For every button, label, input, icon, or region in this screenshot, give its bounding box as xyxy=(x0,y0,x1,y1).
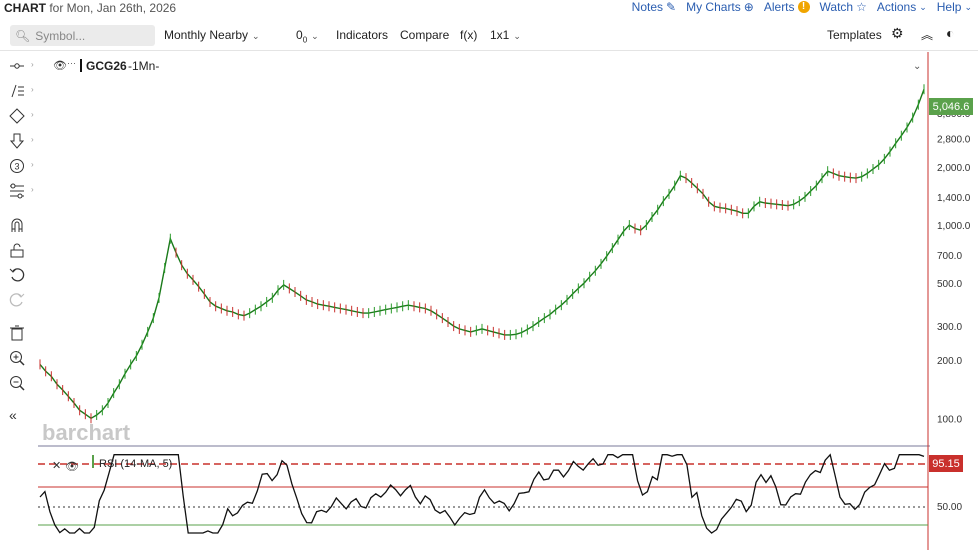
rsi-tick-label: 50.00 xyxy=(937,502,962,513)
symbol-search-input[interactable]: 🔍︎ Symbol... xyxy=(10,25,155,46)
rsi-value: 95.15 xyxy=(932,458,960,470)
settings-icon[interactable]: ⚙ xyxy=(891,25,904,41)
rsi-color-swatch xyxy=(92,455,94,468)
barchart-watermark: barchart xyxy=(42,420,131,445)
symbol-header[interactable]: 👁︎ ··· GCG26 -1Mn- xyxy=(53,58,159,73)
indicators-button[interactable]: Indicators xyxy=(336,28,389,42)
y-tick-label: 700.0 xyxy=(937,251,962,262)
rsi-value-tag xyxy=(929,455,963,472)
magnet-icon[interactable] xyxy=(9,215,31,235)
alert-badge: ! xyxy=(797,1,810,13)
last-price-value: 5,046.6 xyxy=(933,101,970,113)
zoom-out-icon[interactable] xyxy=(9,373,31,393)
watch-link[interactable]: Watch ☆ xyxy=(819,0,867,14)
plus-circle-icon: ⊕ xyxy=(743,0,754,14)
chart-toolbar: 🔍︎ Symbol... Monthly Nearby ⌄ 00 ⌄ Indicat… xyxy=(0,20,978,51)
drawing-toolbar: › › › › 3 › › « xyxy=(0,52,38,550)
y-tick-label: 200.0 xyxy=(937,356,962,367)
trendline-tool-icon[interactable]: › xyxy=(9,81,34,101)
last-price-tag xyxy=(929,98,973,115)
y-tick-label: 300.0 xyxy=(937,322,962,333)
chevron-down-icon[interactable]: ⌄ xyxy=(913,61,921,72)
chevron-down-icon: ⌄ xyxy=(252,31,260,41)
bars-select[interactable]: 00 ⌄ xyxy=(296,28,319,45)
collapse-toolbar-icon[interactable]: « xyxy=(9,407,17,423)
lock-icon[interactable] xyxy=(9,240,31,260)
chevron-down-icon: ⌄ xyxy=(919,1,927,12)
eye-icon[interactable]: 👁︎ xyxy=(53,60,67,72)
page-title: CHART for Mon, Jan 26th, 2026 xyxy=(4,1,177,15)
svg-text:3: 3 xyxy=(14,162,19,172)
symbol-label: GCG26 xyxy=(86,59,127,73)
top-bar: CHART for Mon, Jan 26th, 2026 Notes ✎ My … xyxy=(0,0,978,16)
top-links: Notes ✎ My Charts ⊕ Alerts! Watch ☆ Actions… xyxy=(632,0,972,14)
y-tick-label: 500.0 xyxy=(937,279,962,290)
zoom-in-icon[interactable] xyxy=(9,348,31,368)
rsi-series-line xyxy=(39,453,925,534)
star-icon: ☆ xyxy=(856,0,867,14)
chevron-down-icon: ⌄ xyxy=(311,31,319,41)
layout-select[interactable]: 1x1 ⌄ xyxy=(490,28,521,42)
y-tick-label: 1,400.0 xyxy=(937,193,971,204)
fibonacci-tool-icon[interactable]: › xyxy=(9,181,34,201)
dark-mode-icon[interactable]: ◐ xyxy=(946,25,955,41)
y-tick-label: 2,000.0 xyxy=(937,163,971,174)
actions-menu[interactable]: Actions ⌄ xyxy=(876,0,927,14)
notes-link[interactable]: Notes ✎ xyxy=(631,0,677,14)
chevron-down-icon: ⌄ xyxy=(513,31,521,41)
chevron-down-icon: ⌄ xyxy=(964,1,972,12)
undo-icon[interactable] xyxy=(9,265,31,285)
function-button[interactable]: f(x) xyxy=(460,28,478,42)
interval-label: -1Mn- xyxy=(128,59,159,73)
shape-tool-icon[interactable]: › xyxy=(9,106,34,126)
arrow-tool-icon[interactable]: › xyxy=(9,131,34,151)
period-select[interactable]: Monthly Nearby ⌄ xyxy=(164,28,260,42)
close-icon[interactable]: ✕ xyxy=(52,460,61,472)
y-tick-label: 1,000.0 xyxy=(937,221,971,232)
crosshair-tool-icon[interactable]: › xyxy=(9,56,34,76)
eye-icon[interactable]: 👁︎ xyxy=(65,461,79,473)
my-charts-link[interactable]: My Charts ⊕ xyxy=(686,0,754,14)
help-menu[interactable]: Help ⌄ xyxy=(936,0,972,14)
alerts-link[interactable]: Alerts! xyxy=(764,0,810,14)
collapse-icon[interactable]: ︽ xyxy=(921,28,934,42)
price-series-line xyxy=(39,88,925,420)
y-tick-label: 2,800.0 xyxy=(937,135,971,146)
search-icon: 🔍︎ xyxy=(15,28,31,43)
templates-button[interactable]: Templates xyxy=(827,28,882,42)
chart-canvas[interactable]: 3,800.02,800.02,000.01,400.01,000.0700.0… xyxy=(38,52,978,550)
series-color-swatch xyxy=(80,59,82,72)
redo-icon[interactable] xyxy=(9,290,31,310)
y-tick-label: 100.0 xyxy=(937,414,962,425)
compare-button[interactable]: Compare xyxy=(400,28,450,42)
rsi-label: RSI (14-MA, 5) xyxy=(99,458,172,470)
rsi-header[interactable]: ✕ 👁︎ RSI (14-MA, 5) xyxy=(52,455,172,473)
edit-icon: ✎ xyxy=(666,0,677,14)
chart-panel[interactable]: 3,800.02,800.02,000.01,400.01,000.0700.0… xyxy=(38,52,978,550)
number-marker-icon[interactable]: 3 › xyxy=(9,156,34,176)
trash-icon[interactable] xyxy=(9,323,31,343)
more-icon[interactable]: ··· xyxy=(67,58,76,68)
